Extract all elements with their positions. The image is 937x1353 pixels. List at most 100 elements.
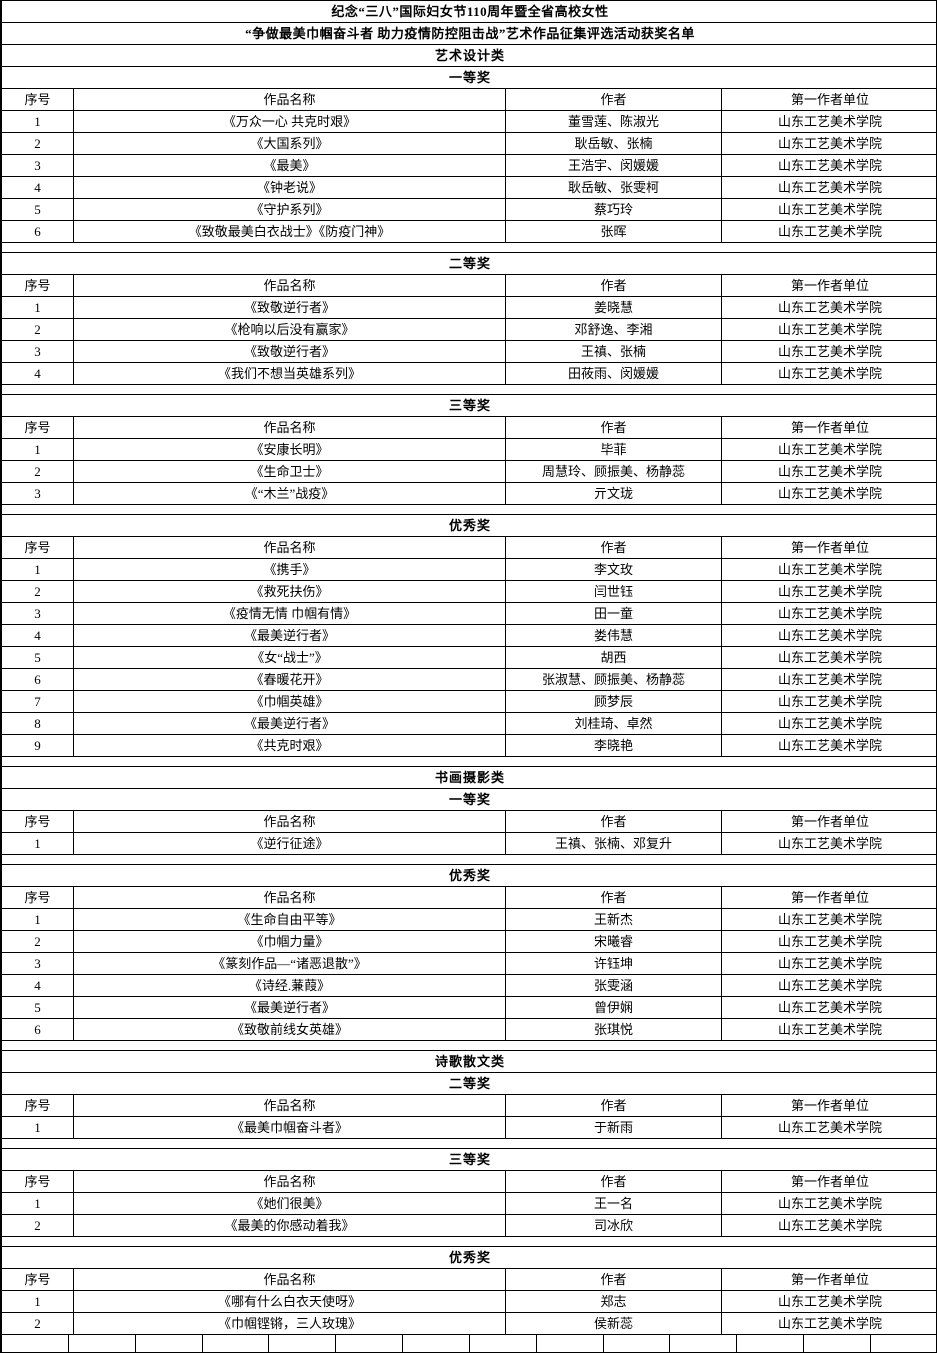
award-title: 一等奖 [2, 789, 937, 811]
cell-author: 曾伊娴 [506, 997, 722, 1019]
cell-unit: 山东工艺美术学院 [722, 603, 937, 625]
cell-author: 张琪悦 [506, 1019, 722, 1041]
cell-unit: 山东工艺美术学院 [722, 735, 937, 757]
category-title: 书画摄影类 [2, 767, 937, 789]
cell-work: 《她们很美》 [74, 1193, 506, 1215]
blank-grid-cell[interactable] [870, 1335, 937, 1353]
cell-unit: 山东工艺美术学院 [722, 625, 937, 647]
blank-grid-cell[interactable] [202, 1335, 269, 1353]
cell-author: 耿岳敏、张雯柯 [506, 177, 722, 199]
blank-grid-cell[interactable] [135, 1335, 202, 1353]
table-column-header-row: 序号作品名称作者第一作者单位 [2, 887, 937, 909]
table-column-header-row: 序号作品名称作者第一作者单位 [2, 1171, 937, 1193]
cell-work: 《携手》 [74, 559, 506, 581]
cell-author: 王禛、张楠 [506, 341, 722, 363]
blank-grid-cell[interactable] [68, 1335, 135, 1353]
cell-work: 《致敬前线女英雄》 [74, 1019, 506, 1041]
section-spacer-row [2, 757, 937, 767]
cell-author: 毕菲 [506, 439, 722, 461]
cell-no: 1 [2, 1291, 74, 1313]
cell-no: 4 [2, 625, 74, 647]
column-header-author: 作者 [506, 89, 722, 111]
cell-work: 《最美逆行者》 [74, 625, 506, 647]
column-header-work: 作品名称 [74, 1171, 506, 1193]
cell-work: 《诗经.蒹葭》 [74, 975, 506, 997]
cell-author: 侯新蕊 [506, 1313, 722, 1335]
column-header-author: 作者 [506, 887, 722, 909]
cell-work: 《逆行征途》 [74, 833, 506, 855]
cell-work: 《巾帼英雄》 [74, 691, 506, 713]
cell-unit: 山东工艺美术学院 [722, 833, 937, 855]
blank-grid-cell[interactable] [670, 1335, 737, 1353]
cell-author: 闫世钰 [506, 581, 722, 603]
cell-no: 1 [2, 111, 74, 133]
cell-unit: 山东工艺美术学院 [722, 439, 937, 461]
table-row: 4《钟老说》耿岳敏、张雯柯山东工艺美术学院 [2, 177, 937, 199]
table-row: 1《安康长明》毕菲山东工艺美术学院 [2, 439, 937, 461]
column-header-no: 序号 [2, 537, 74, 559]
cell-no: 5 [2, 647, 74, 669]
column-header-unit: 第一作者单位 [722, 1269, 937, 1291]
cell-work: 《枪响以后没有赢家》 [74, 319, 506, 341]
blank-grid-cell[interactable] [536, 1335, 603, 1353]
blank-grid-cell[interactable] [269, 1335, 336, 1353]
column-header-no: 序号 [2, 887, 74, 909]
blank-grid-cell[interactable] [804, 1335, 871, 1353]
table-row: 6《致敬前线女英雄》张琪悦山东工艺美术学院 [2, 1019, 937, 1041]
cell-author: 于新雨 [506, 1117, 722, 1139]
cell-no: 6 [2, 1019, 74, 1041]
table-row: 2《巾帼铿锵，三人玫瑰》侯新蕊山东工艺美术学院 [2, 1313, 937, 1335]
cell-work: 《巾帼铿锵，三人玫瑰》 [74, 1313, 506, 1335]
section-spacer-row [2, 1237, 937, 1247]
blank-grid-cell[interactable] [737, 1335, 804, 1353]
blank-grid-cell[interactable] [469, 1335, 536, 1353]
cell-no: 2 [2, 133, 74, 155]
cell-no: 2 [2, 319, 74, 341]
cell-work: 《致敬最美白衣战士》《防疫门神》 [74, 221, 506, 243]
award-header-row: 一等奖 [2, 67, 937, 89]
cell-author: 胡西 [506, 647, 722, 669]
table-row: 2《枪响以后没有赢家》邓舒逸、李湘山东工艺美术学院 [2, 319, 937, 341]
table-row: 3《篆刻作品—“诸恶退散”》许钰坤山东工艺美术学院 [2, 953, 937, 975]
column-header-unit: 第一作者单位 [722, 887, 937, 909]
cell-author: 周慧玲、顾振美、杨静蕊 [506, 461, 722, 483]
cell-author: 王浩宇、闵媛媛 [506, 155, 722, 177]
column-header-unit: 第一作者单位 [722, 89, 937, 111]
blank-grid-cell[interactable] [2, 1335, 69, 1353]
table-row: 1《万众一心 共克时艰》董雪莲、陈淑光山东工艺美术学院 [2, 111, 937, 133]
table-column-header-row: 序号作品名称作者第一作者单位 [2, 417, 937, 439]
cell-work: 《春暖花开》 [74, 669, 506, 691]
column-header-unit: 第一作者单位 [722, 1095, 937, 1117]
table-row: 8《最美逆行者》刘桂琦、卓然山东工艺美术学院 [2, 713, 937, 735]
table-row: 9《共克时艰》李晓艳山东工艺美术学院 [2, 735, 937, 757]
section-spacer-row [2, 243, 937, 253]
column-header-unit: 第一作者单位 [722, 537, 937, 559]
column-header-author: 作者 [506, 1171, 722, 1193]
section-spacer [2, 1041, 937, 1051]
cell-work: 《救死扶伤》 [74, 581, 506, 603]
cell-author: 张雯涵 [506, 975, 722, 997]
cell-author: 王禛、张楠、邓复升 [506, 833, 722, 855]
cell-no: 7 [2, 691, 74, 713]
column-header-no: 序号 [2, 89, 74, 111]
table-row: 5《最美逆行者》曾伊娴山东工艺美术学院 [2, 997, 937, 1019]
cell-no: 1 [2, 439, 74, 461]
cell-author: 张淑慧、顾振美、杨静蕊 [506, 669, 722, 691]
blank-grid-strip [1, 1335, 937, 1353]
award-header-row: 二等奖 [2, 253, 937, 275]
column-header-author: 作者 [506, 1269, 722, 1291]
page-title-line-1: 纪念“三八”国际妇女节110周年暨全省高校女性 [2, 1, 937, 23]
column-header-no: 序号 [2, 417, 74, 439]
cell-author: 亓文珑 [506, 483, 722, 505]
award-header-row: 二等奖 [2, 1073, 937, 1095]
blank-grid-cell[interactable] [603, 1335, 670, 1353]
cell-author: 姜晓慧 [506, 297, 722, 319]
table-row: 6《致敬最美白衣战士》《防疫门神》张晖山东工艺美术学院 [2, 221, 937, 243]
cell-work: 《致敬逆行者》 [74, 297, 506, 319]
cell-unit: 山东工艺美术学院 [722, 691, 937, 713]
blank-grid-cell[interactable] [403, 1335, 470, 1353]
blank-grid-cell[interactable] [336, 1335, 403, 1353]
cell-work: 《最美的你感动着我》 [74, 1215, 506, 1237]
cell-author: 田莜雨、闵媛媛 [506, 363, 722, 385]
